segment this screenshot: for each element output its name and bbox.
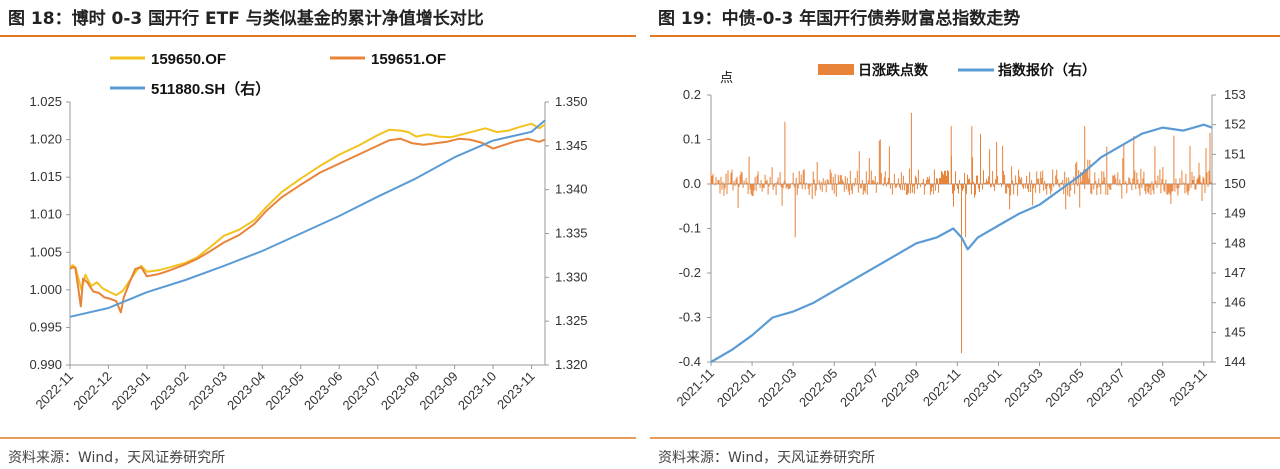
y-right-tick-label: 147 [1224, 265, 1246, 280]
right-chart-plot [710, 112, 1213, 363]
x-tick-label: 2023-05 [263, 369, 307, 413]
left-chart-plot [69, 119, 546, 318]
x-tick-label: 2022-07 [837, 366, 881, 410]
left-figure-title: 图 18：博时 0-3 国开行 ETF 与类似基金的累计净值增长对比 [8, 8, 484, 29]
y-left-tick-label: 1.000 [29, 282, 62, 297]
y-right-tick-label: 153 [1224, 87, 1246, 102]
y-left-tick-label: -0.1 [679, 221, 701, 236]
left-source-note: 资料来源：Wind，天风证券研究所 [8, 450, 225, 466]
x-tick-label: 2023-06 [301, 369, 345, 413]
y-right-tick-label: 146 [1224, 295, 1246, 310]
x-tick-label: 2023-01 [960, 366, 1004, 410]
y-right-tick-label: 1.335 [555, 226, 588, 241]
y-left-tick-label: 0.1 [683, 132, 701, 147]
x-tick-label: 2023-02 [147, 369, 191, 413]
x-tick-label: 2023-05 [1042, 366, 1086, 410]
y-right-tick-label: 1.330 [555, 269, 588, 284]
legend-label-bars: 日涨跌点数 [858, 62, 929, 79]
x-tick-label: 2023-10 [455, 369, 499, 413]
x-tick-label: 2022-11 [32, 369, 76, 413]
y-left-tick-label: 0.990 [29, 357, 62, 372]
left-chart-axes: 1.025 1.020 1.015 1.010 1.005 1.000 0.995 0.990… [29, 94, 587, 413]
y-right-tick-label: 1.345 [555, 138, 588, 153]
x-tick-label: 2022-01 [714, 366, 758, 410]
left-axis-unit: 点 [720, 71, 733, 86]
y-left-tick-label: 1.010 [29, 207, 62, 222]
x-tick-label: 2023-07 [1083, 366, 1127, 410]
y-right-tick-label: 150 [1224, 176, 1246, 191]
left-legend: 159650.OF 159651.OF 511880.SH（右） [110, 51, 446, 98]
y-left-tick-label: -0.2 [679, 265, 701, 280]
series-line-159650 [69, 122, 546, 297]
index-quote-line [710, 123, 1213, 363]
y-left-tick-label: 0.0 [683, 176, 701, 191]
x-tick-label: 2022-12 [70, 369, 114, 413]
x-tick-label: 2023-04 [224, 369, 268, 413]
y-left-tick-label: 1.005 [29, 244, 62, 259]
x-tick-label: 2023-09 [1124, 366, 1168, 410]
y-left-tick-label: -0.4 [679, 354, 701, 369]
x-tick-label: 2023-03 [1001, 366, 1045, 410]
x-tick-label: 2023-09 [416, 369, 460, 413]
y-right-tick-label: 152 [1224, 117, 1246, 132]
x-tick-label: 2023-11 [1166, 366, 1210, 410]
y-right-tick-label: 151 [1224, 146, 1246, 161]
right-legend: 日涨跌点数 指数报价（右） [818, 62, 1096, 79]
y-left-tick-label: 1.025 [29, 94, 62, 109]
y-right-tick-label: 145 [1224, 324, 1246, 339]
y-right-tick-label: 149 [1224, 206, 1246, 221]
x-tick-label: 2023-07 [339, 369, 383, 413]
x-tick-label: 2022-11 [920, 366, 964, 410]
y-right-tick-label: 1.320 [555, 357, 588, 372]
y-left-tick-label: 0.995 [29, 319, 62, 334]
y-left-tick-label: -0.3 [679, 310, 701, 325]
x-tick-label: 2022-03 [755, 366, 799, 410]
legend-label-index: 指数报价（右） [998, 62, 1096, 79]
right-figure-title: 图 19：中债-0-3 年国开行债券财富总指数走势 [658, 8, 1020, 29]
x-tick-label: 2022-09 [878, 366, 922, 410]
x-tick-label: 2023-03 [186, 369, 230, 413]
y-right-tick-label: 1.325 [555, 313, 588, 328]
legend-label-159651: 159651.OF [371, 51, 446, 68]
x-tick-label: 2021-11 [673, 366, 717, 410]
x-tick-label: 2023-08 [378, 369, 422, 413]
x-tick-label: 2023-01 [109, 369, 153, 413]
right-panel: 图 19：中债-0-3 年国开行债券财富总指数走势 日涨跌点数 指数报价（右） … [650, 8, 1280, 466]
y-right-tick-label: 1.340 [555, 182, 588, 197]
left-panel: 图 18：博时 0-3 国开行 ETF 与类似基金的累计净值增长对比 15965… [0, 8, 636, 466]
legend-swatch-bars [818, 64, 854, 75]
y-right-tick-label: 1.350 [555, 94, 588, 109]
y-left-tick-label: 1.020 [29, 132, 62, 147]
y-left-tick-label: 0.2 [683, 87, 701, 102]
x-tick-label: 2022-05 [796, 366, 840, 410]
right-chart-axes: 0.2 0.1 0.0 -0.1 -0.2 -0.3 -0.4 153 152 151 150 149… [673, 87, 1245, 410]
y-right-tick-label: 144 [1224, 354, 1246, 369]
legend-label-159650: 159650.OF [151, 51, 226, 68]
series-line-159651 [69, 137, 546, 314]
y-right-tick-label: 148 [1224, 235, 1246, 250]
x-tick-label: 2023-11 [494, 369, 538, 413]
right-source-note: 资料来源：Wind，天风证券研究所 [658, 450, 875, 466]
legend-label-511880: 511880.SH（右） [151, 80, 270, 98]
y-left-tick-label: 1.015 [29, 169, 62, 184]
series-line-511880 [69, 119, 546, 318]
